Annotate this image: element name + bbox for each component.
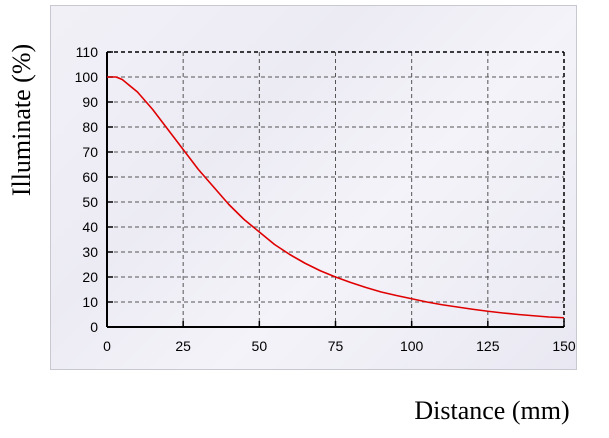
x-tick-label: 150: [552, 338, 576, 354]
y-tick-label: 60: [82, 169, 98, 185]
y-tick-label: 110: [76, 44, 99, 60]
tick-label-layer: 0 10 20 30 40 50 60 70 80 90 100 110 0 25 50 75 100 125 15…: [75, 44, 576, 354]
y-tick-label: 40: [82, 219, 98, 235]
x-tick-label: 125: [476, 338, 500, 354]
y-tick-label: 0: [90, 319, 98, 335]
grid-layer: [107, 51, 565, 327]
y-tick-label: 80: [82, 119, 98, 135]
y-tick-label: 90: [82, 94, 98, 110]
x-tick-label: 75: [328, 338, 344, 354]
y-tick-label: 50: [82, 194, 98, 210]
y-tick-label: 20: [82, 269, 98, 285]
axis-layer: [106, 51, 565, 328]
series-layer: [107, 76, 565, 319]
x-tick-label: 100: [400, 338, 424, 354]
x-tick-label: 50: [252, 338, 268, 354]
x-axis-title: Distance (mm): [414, 396, 569, 425]
y-tick-label: 10: [82, 294, 98, 310]
y-tick-label: 100: [75, 69, 99, 85]
series-line: [107, 76, 565, 319]
y-tick-label: 30: [82, 244, 98, 260]
y-axis-title: Illuminate (%): [7, 44, 36, 196]
x-tick-label: 0: [103, 338, 111, 354]
chart-panel-background: [50, 5, 577, 370]
y-tick-label: 70: [82, 144, 98, 160]
x-tick-label: 25: [175, 338, 191, 354]
